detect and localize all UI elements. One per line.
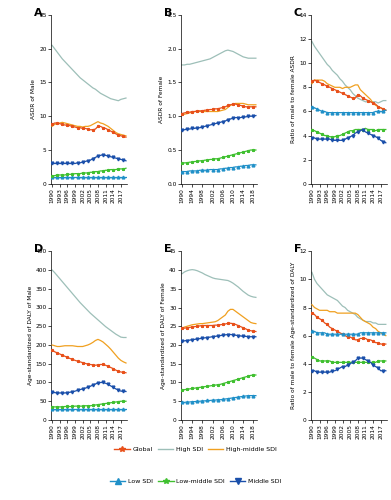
Y-axis label: Age-standardized of DALY of Male: Age-standardized of DALY of Male [28,286,32,386]
Y-axis label: Age-standardized of DALY of Female: Age-standardized of DALY of Female [161,282,166,389]
Text: E: E [164,244,172,254]
Text: A: A [34,8,43,18]
Legend: Global, High SDI, High-middle SDI: Global, High SDI, High-middle SDI [112,444,279,454]
Text: C: C [294,8,302,18]
Y-axis label: ASDR of Female: ASDR of Female [160,76,165,123]
Text: B: B [164,8,172,18]
Y-axis label: Ratio of male to female ASDR: Ratio of male to female ASDR [291,56,296,144]
Y-axis label: Ratio of male to female Age-standardized of DALY: Ratio of male to female Age-standardized… [291,262,296,409]
Y-axis label: ASDR of Male: ASDR of Male [31,80,36,120]
Text: D: D [34,244,43,254]
Text: F: F [294,244,301,254]
Legend: Low SDI, Low-middle SDI, Middle SDI: Low SDI, Low-middle SDI, Middle SDI [107,476,284,487]
